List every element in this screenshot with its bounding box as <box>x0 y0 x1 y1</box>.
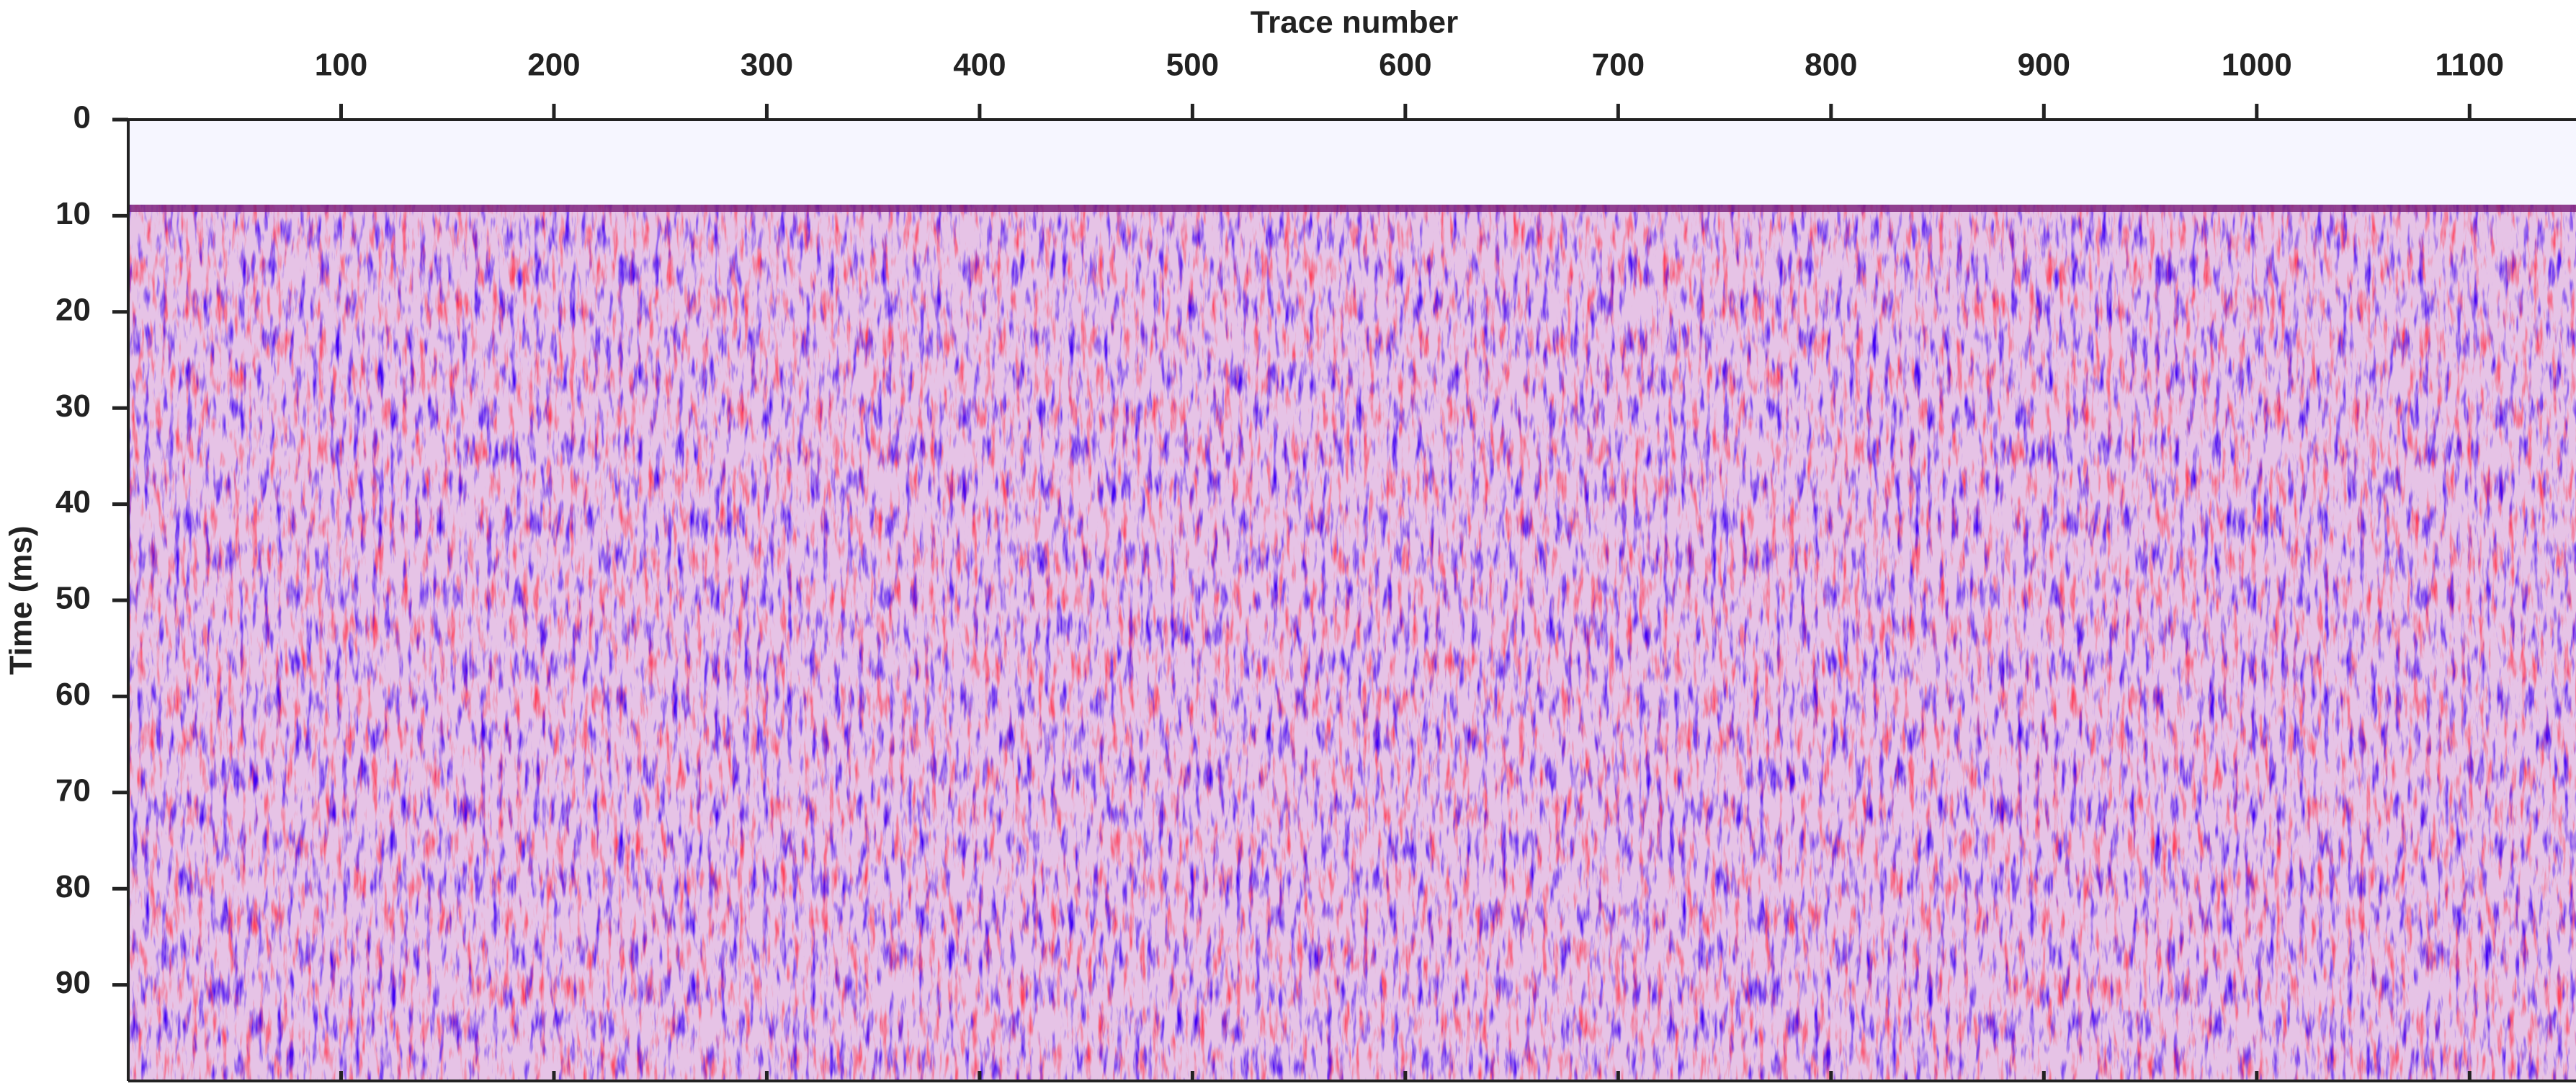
x-tick-label: 700 <box>1592 48 1645 83</box>
y-tick-label: 70 <box>55 773 91 808</box>
x-tick-label: 300 <box>741 48 793 83</box>
y-axis-label: Time (ms) <box>4 525 39 675</box>
y-tick-label: 60 <box>55 677 91 712</box>
y-tick-label: 10 <box>55 196 91 231</box>
x-tick-label: 900 <box>2018 48 2070 83</box>
x-axis-label: Trace number <box>1251 5 1459 40</box>
x-tick-label: 200 <box>527 48 580 83</box>
y-tick-label: 0 <box>73 100 91 135</box>
x-tick-label: 400 <box>953 48 1006 83</box>
x-tick-label: 600 <box>1379 48 1431 83</box>
y-tick-label: 30 <box>55 388 91 424</box>
x-tick-label: 100 <box>315 48 367 83</box>
x-tick-label: 500 <box>1166 48 1219 83</box>
y-tick-label: 80 <box>55 869 91 904</box>
x-tick-label: 800 <box>1804 48 1857 83</box>
y-tick-label: 50 <box>55 581 91 616</box>
y-tick-label: 90 <box>55 965 91 1000</box>
seismic-image <box>128 120 2576 1081</box>
y-tick-label: 20 <box>55 292 91 327</box>
y-tick-label: 40 <box>55 484 91 520</box>
x-tick-label: 1000 <box>2222 48 2292 83</box>
x-tick-label: 1100 <box>2436 48 2504 83</box>
